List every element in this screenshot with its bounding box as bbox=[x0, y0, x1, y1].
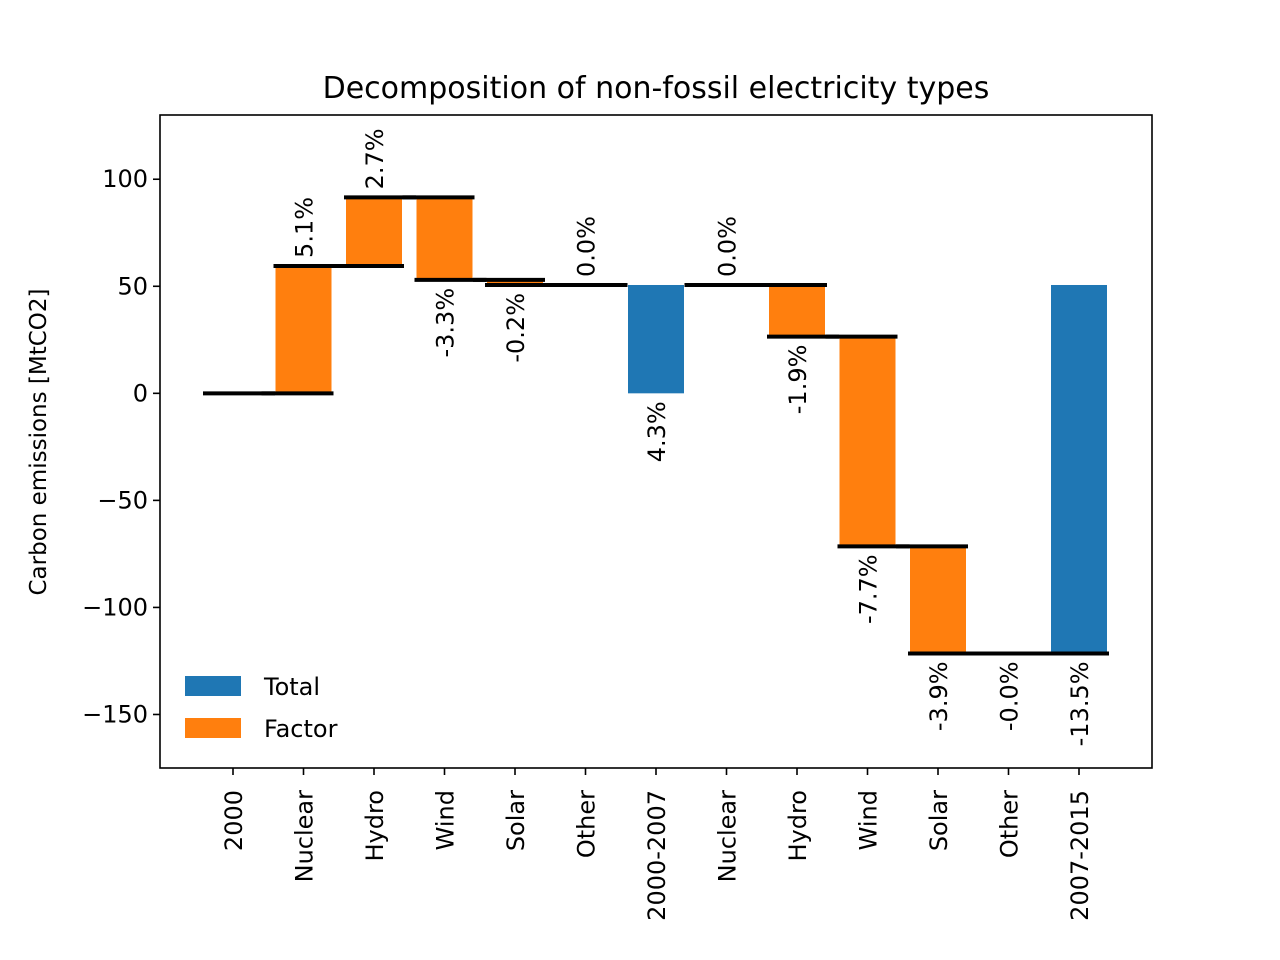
x-tick-label: 2000 bbox=[220, 790, 248, 851]
bar-value-label: -3.3% bbox=[432, 288, 460, 358]
x-tick-label: Hydro bbox=[784, 790, 812, 862]
x-tick-label: Hydro bbox=[361, 790, 389, 862]
x-tick-label: Solar bbox=[502, 790, 530, 851]
x-tick-label: Nuclear bbox=[714, 790, 742, 883]
chart-title: Decomposition of non-fossil electricity … bbox=[323, 71, 990, 106]
x-tick-label: 2000-2007 bbox=[643, 790, 671, 921]
bar-value-label: 0.0% bbox=[573, 216, 601, 277]
bar-value-label: -3.9% bbox=[925, 661, 953, 731]
y-axis-label: Carbon emissions [MtCO2] bbox=[26, 288, 52, 595]
bar-value-label: -0.2% bbox=[502, 293, 530, 363]
x-tick-label: 2007-2015 bbox=[1066, 790, 1094, 921]
factor-bar bbox=[910, 546, 966, 654]
factor-bar bbox=[346, 197, 402, 266]
factor-bar bbox=[839, 336, 896, 547]
x-tick-label: Other bbox=[573, 790, 601, 858]
y-tick-label: −100 bbox=[82, 593, 148, 621]
legend-swatch bbox=[185, 718, 241, 738]
factor-bar bbox=[416, 197, 473, 280]
legend: Total Factor bbox=[185, 673, 338, 743]
legend-swatch bbox=[185, 676, 241, 696]
total-bar bbox=[628, 284, 684, 394]
bar-value-label: 4.3% bbox=[643, 401, 671, 462]
bar-value-label: -13.5% bbox=[1066, 661, 1094, 746]
factor-bar bbox=[769, 284, 825, 337]
factor-bar bbox=[275, 265, 332, 394]
x-tick-label: Solar bbox=[925, 790, 953, 851]
bar-value-label: 5.1% bbox=[291, 197, 319, 258]
y-tick-label: 50 bbox=[117, 272, 148, 300]
x-tick-label: Other bbox=[996, 790, 1024, 858]
bar-value-label: -1.9% bbox=[784, 345, 812, 415]
x-tick-label: Wind bbox=[855, 790, 883, 850]
total-bar bbox=[1051, 284, 1107, 654]
bar-value-label: 2.7% bbox=[361, 128, 389, 189]
bar-value-label: -0.0% bbox=[996, 661, 1024, 731]
bar-value-label: 0.0% bbox=[714, 216, 742, 277]
bar-value-label: -7.7% bbox=[855, 554, 883, 624]
legend-label: Total bbox=[263, 673, 320, 701]
legend-label: Factor bbox=[264, 715, 338, 743]
x-tick-label: Wind bbox=[432, 790, 460, 850]
plot-area: 5.1% 2.7% -3.3% -0.2% 0.0% 4.3% 0.0% -1.9% -7.7%… bbox=[203, 128, 1109, 746]
factor-bar bbox=[487, 279, 543, 285]
x-tick-label: Nuclear bbox=[291, 790, 319, 883]
y-tick-label: 100 bbox=[102, 165, 148, 193]
y-tick-label: −50 bbox=[97, 486, 148, 514]
y-tick-label: 0 bbox=[133, 379, 148, 407]
y-tick-label: −150 bbox=[82, 700, 148, 728]
